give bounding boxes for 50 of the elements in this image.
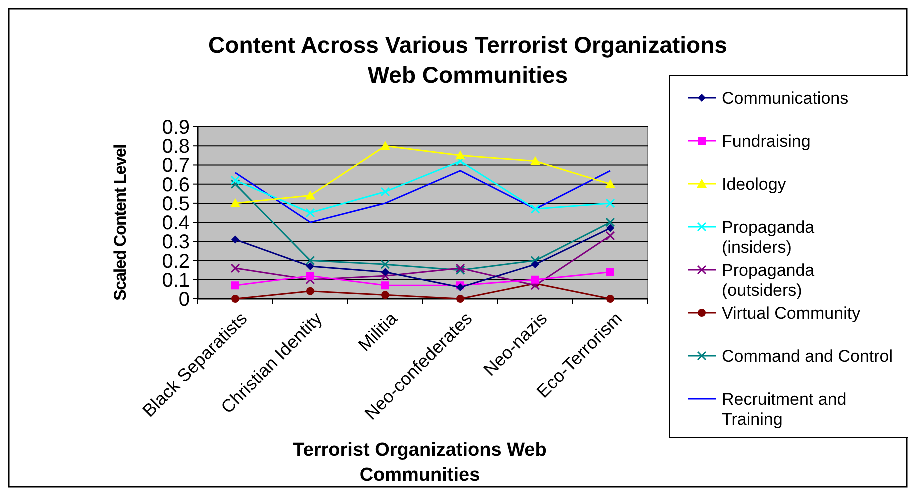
legend-label: Communications <box>722 88 849 108</box>
y-tick-label: 0.9 <box>162 117 190 139</box>
point <box>456 156 466 166</box>
legend-label: Recruitment and Training <box>722 390 847 429</box>
point <box>230 180 240 190</box>
point <box>530 280 540 290</box>
point <box>606 179 616 188</box>
point <box>232 282 240 290</box>
point <box>606 224 614 232</box>
point <box>606 231 616 241</box>
point <box>232 236 240 244</box>
legend-label: Propaganda (outsiders) <box>722 260 816 300</box>
point <box>380 260 390 270</box>
point <box>380 187 390 197</box>
legend-label: Virtual Community <box>722 304 862 323</box>
point <box>456 150 466 160</box>
point <box>606 198 616 208</box>
line-series <box>234 170 612 224</box>
point <box>530 156 540 166</box>
point <box>230 264 240 274</box>
chart-title: Content Across Various Terrorist Organizations Web Communities <box>208 32 728 88</box>
legend-label: Propaganda (insiders) <box>722 218 816 257</box>
point <box>382 282 390 290</box>
point <box>232 295 240 303</box>
y-tick-label: 0 <box>178 289 190 311</box>
point <box>530 256 540 266</box>
point <box>380 141 390 150</box>
point <box>306 190 316 200</box>
point <box>606 268 614 276</box>
point <box>532 260 540 269</box>
legend-label: Ideology <box>722 174 787 194</box>
point <box>230 176 240 186</box>
point <box>306 256 316 266</box>
point <box>530 204 540 214</box>
legend-label: Fundraising <box>722 132 811 151</box>
y-axis-title: Scaled Content Level <box>111 144 130 301</box>
point <box>380 271 390 281</box>
legend-label: Command and Control <box>722 346 894 366</box>
point <box>306 208 316 218</box>
point <box>532 276 540 284</box>
point <box>456 295 464 303</box>
point <box>606 295 614 303</box>
point <box>382 268 390 276</box>
point <box>230 198 240 208</box>
point <box>382 291 390 300</box>
point <box>306 287 314 296</box>
point <box>306 272 314 280</box>
point <box>606 218 616 228</box>
x-axis-title: Terrorist Organizations Web Communities <box>293 440 547 486</box>
point <box>306 262 314 271</box>
